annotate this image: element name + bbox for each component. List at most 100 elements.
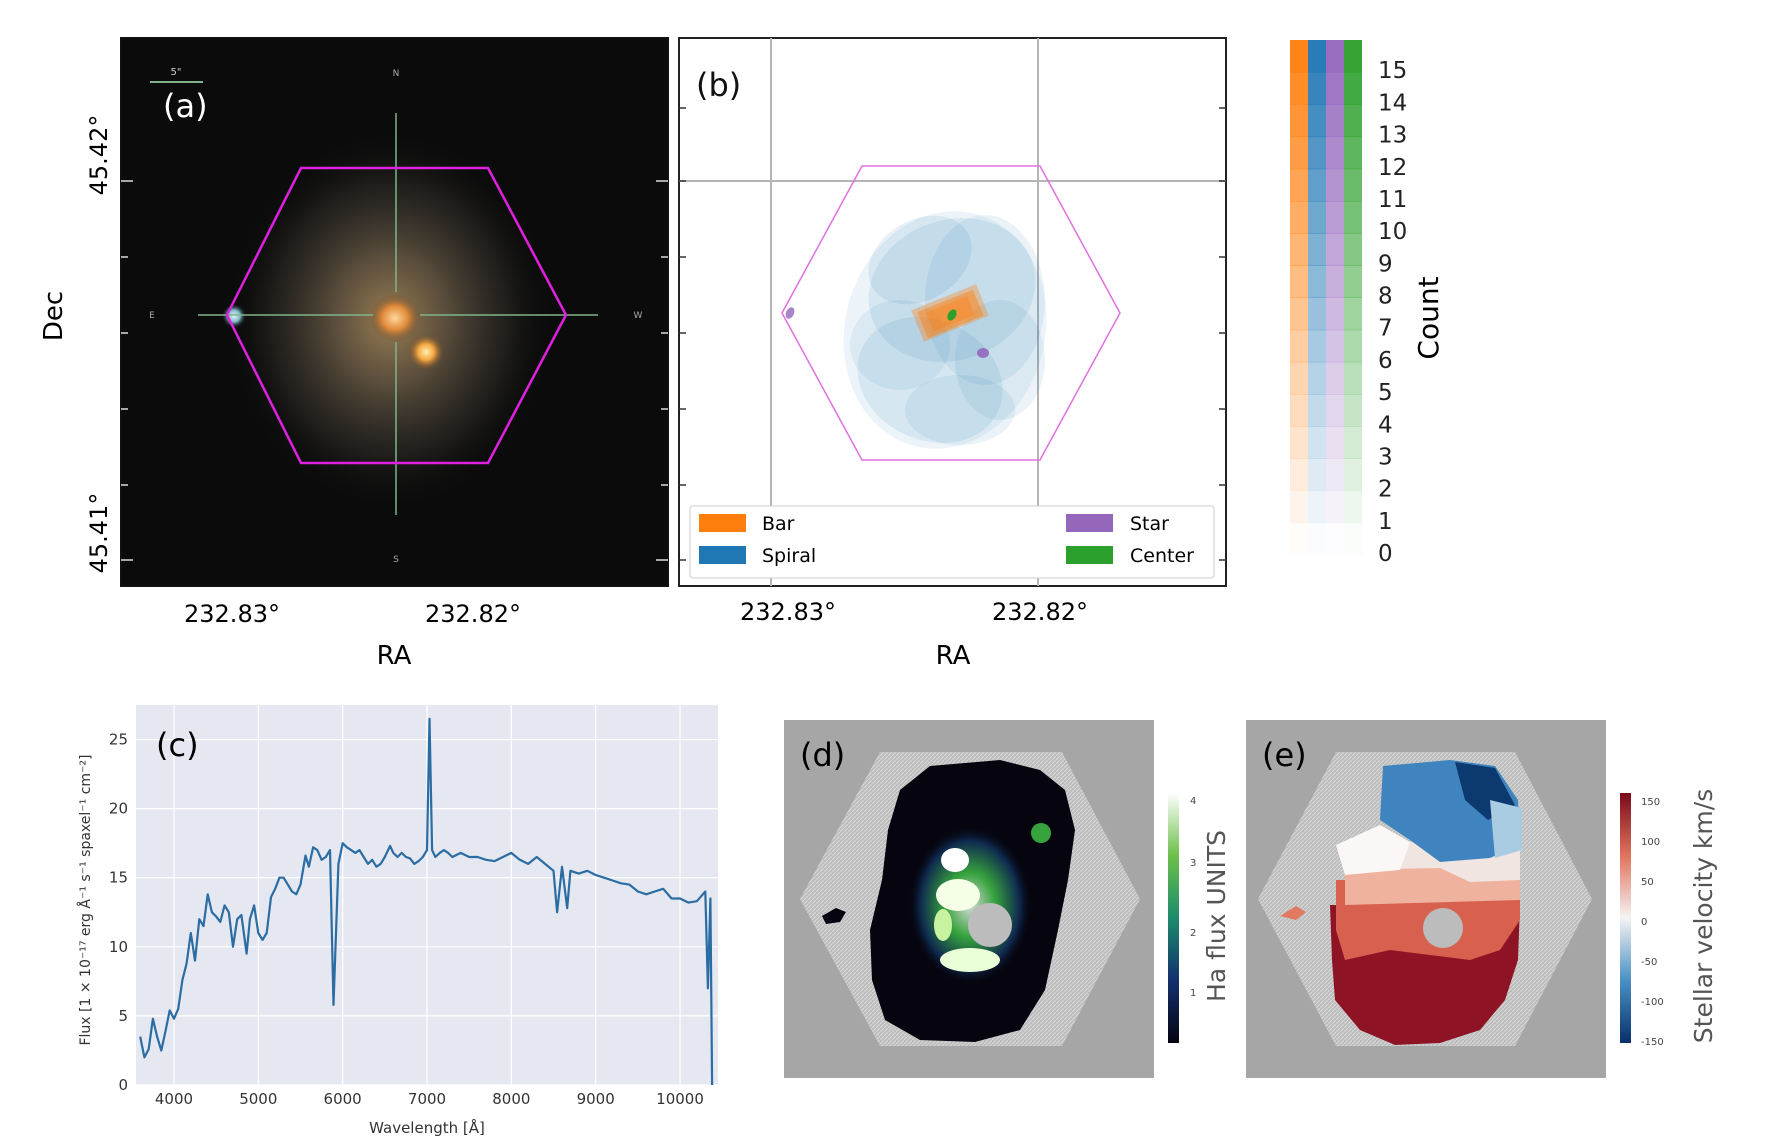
- count-cell: [1344, 168, 1362, 202]
- panel-b: Bar Star Spiral Center (b) 232.83° 232.8…: [678, 37, 1227, 671]
- count-cell: [1326, 361, 1344, 395]
- count-cell: [1344, 458, 1362, 492]
- velocity-speck: [1280, 906, 1306, 920]
- count-cell: [1290, 104, 1308, 138]
- count-cell: [1326, 426, 1344, 459]
- foreground-star: [408, 334, 444, 370]
- count-cell: [1326, 104, 1344, 138]
- count-colorbar-tick: 9: [1378, 251, 1393, 277]
- legend-swatch-star: [1066, 514, 1113, 532]
- count-colorbar-label: Count: [1412, 276, 1445, 359]
- count-cell: [1308, 168, 1326, 202]
- count-cell: [1344, 490, 1362, 524]
- count-cell: [1290, 523, 1308, 556]
- panel-c-tag: (c): [156, 726, 199, 764]
- ha-knot-top: [941, 848, 969, 872]
- count-colorbar-tick: 15: [1378, 58, 1407, 84]
- vel-colorbar-tick-m100: -100: [1641, 997, 1664, 1008]
- center-marker: [947, 309, 957, 321]
- panel-d-tag: (d): [800, 736, 845, 774]
- velocity-white-left: [1336, 825, 1410, 875]
- panel-a-xtick-1: 232.82°: [425, 600, 521, 628]
- compass-north: N: [393, 69, 400, 79]
- count-cell: [1326, 136, 1344, 170]
- count-colorbar-tick: 5: [1378, 380, 1393, 406]
- spectrum-tick-labels: 4000 5000 6000 7000 8000 9000 10000 0 5 10 15 20 25: [109, 731, 704, 1108]
- count-cell: [1344, 394, 1362, 427]
- count-cell: [1308, 40, 1326, 73]
- spectrum-y-tick-label: 20: [109, 800, 128, 818]
- compass-south: S: [393, 555, 399, 565]
- spiral-overlays: [843, 211, 1047, 449]
- spectrum-line: [139, 717, 714, 1085]
- panel-b-legend: Bar Star Spiral Center: [689, 505, 1215, 579]
- count-cell: [1326, 458, 1344, 492]
- legend-swatch-bar: [699, 514, 746, 532]
- ha-colorbar-tick-4: 4: [1190, 796, 1196, 807]
- count-cell: [1290, 40, 1308, 73]
- count-cell: [1290, 490, 1308, 524]
- count-colorbar-tick: 14: [1378, 90, 1407, 116]
- spectrum-x-tick-label: 10000: [656, 1090, 704, 1108]
- count-colorbar-tick: 12: [1378, 155, 1407, 181]
- count-colorbar-tick: 13: [1378, 123, 1407, 149]
- count-cell: [1344, 72, 1362, 105]
- count-cell: [1344, 297, 1362, 331]
- legend-swatch-center: [1066, 546, 1113, 564]
- count-cell: [1308, 394, 1326, 427]
- count-colorbar-tick: 3: [1378, 444, 1393, 470]
- count-cell: [1344, 265, 1362, 298]
- count-cell: [1326, 233, 1344, 266]
- panel-b-xtick-0: 232.83°: [740, 598, 836, 626]
- ha-colorbar-tick-2: 2: [1190, 928, 1196, 939]
- count-cell: [1290, 233, 1308, 266]
- count-cell: [1290, 394, 1308, 427]
- count-cell: [1290, 426, 1308, 459]
- count-cell: [1344, 426, 1362, 459]
- count-colorbar-tick: 6: [1378, 348, 1393, 374]
- count-cell: [1290, 200, 1308, 234]
- count-cell: [1308, 265, 1326, 298]
- count-colorbar-tick: 7: [1378, 316, 1393, 342]
- count-cell: [1308, 426, 1326, 459]
- star-marker-2: [977, 348, 989, 358]
- count-cell: [1326, 168, 1344, 202]
- ha-masked-star: [968, 903, 1012, 947]
- ha-colorbar-tick-1: 1: [1190, 988, 1196, 999]
- count-cell: [1326, 200, 1344, 234]
- velocity-colorbar-label: Stellar velocity km/s: [1689, 789, 1718, 1043]
- count-cell: [1344, 361, 1362, 395]
- velocity-blue-light: [1490, 800, 1522, 858]
- spectrum-y-tick-label: 0: [118, 1076, 128, 1094]
- panel-b-xlabel: RA: [936, 641, 971, 671]
- spectrum-x-tick-label: 4000: [155, 1090, 193, 1108]
- spectrum-xlabel: Wavelength [Å]: [369, 1118, 485, 1137]
- legend-swatch-spiral: [699, 546, 746, 564]
- panel-d: (d) 1 2 3 4 Ha flux UNITS: [784, 720, 1231, 1078]
- count-cell: [1290, 361, 1308, 395]
- count-cell: [1308, 136, 1326, 170]
- count-cell: [1308, 233, 1326, 266]
- spectrum-y-tick-label: 10: [109, 938, 128, 956]
- vel-colorbar-tick-m50: -50: [1641, 957, 1657, 968]
- count-cell: [1290, 297, 1308, 331]
- count-cell: [1344, 523, 1362, 556]
- count-cell: [1308, 329, 1326, 363]
- spectrum-x-tick-label: 5000: [239, 1090, 277, 1108]
- count-cell: [1308, 104, 1326, 138]
- spectrum-x-tick-label: 6000: [324, 1090, 362, 1108]
- count-colorbar-tick: 1: [1378, 509, 1393, 535]
- panel-a-ytick-1: 45.41°: [85, 493, 113, 574]
- compass-west: W: [634, 311, 643, 321]
- count-cell: [1308, 72, 1326, 105]
- ha-knot-mid: [936, 879, 980, 911]
- spectrum-y-tick-label: 5: [118, 1007, 128, 1025]
- legend-label-spiral: Spiral: [762, 545, 816, 567]
- count-cell: [1326, 490, 1344, 524]
- count-colorbar-cells: [1290, 40, 1362, 556]
- count-colorbar-tick: 10: [1378, 219, 1407, 245]
- count-cell: [1326, 523, 1344, 556]
